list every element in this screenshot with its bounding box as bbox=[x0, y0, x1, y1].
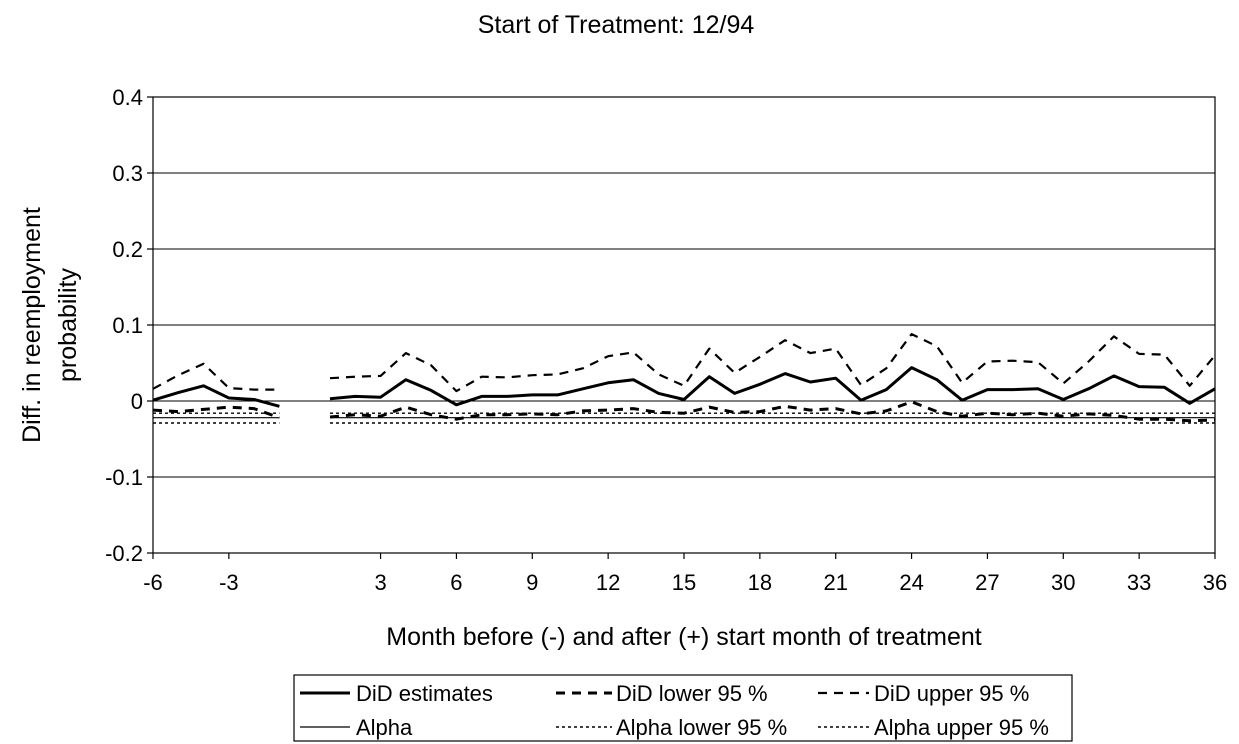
x-tick-label: -6 bbox=[143, 570, 163, 595]
chart-title: Start of Treatment: 12/94 bbox=[478, 11, 755, 39]
y-tick-label: 0.2 bbox=[112, 237, 143, 262]
y-tick-label: -0.2 bbox=[105, 541, 143, 566]
series-line-1 bbox=[152, 400, 1216, 423]
x-tick-label: 3 bbox=[374, 570, 386, 595]
legend-label-2: DiD upper 95 % bbox=[874, 681, 1029, 706]
legend-label-4: Alpha lower 95 % bbox=[616, 715, 787, 740]
series-line-0 bbox=[152, 366, 1216, 408]
y-axis-label-line-1: Diff. in reemployment bbox=[18, 207, 46, 443]
legend-label-3: Alpha bbox=[356, 715, 413, 740]
legend-label-0: DiD estimates bbox=[356, 681, 493, 706]
y-tick-label: 0.3 bbox=[112, 161, 143, 186]
x-tick-label: 18 bbox=[748, 570, 772, 595]
x-tick-label: 33 bbox=[1127, 570, 1151, 595]
legend-label-1: DiD lower 95 % bbox=[616, 681, 768, 706]
x-tick-label: 36 bbox=[1203, 570, 1227, 595]
x-tick-label: 6 bbox=[450, 570, 462, 595]
x-axis: -6 -3 3 6 9 12 15 18 21 24 27 30 33 36 bbox=[143, 553, 1227, 595]
x-tick-label: 21 bbox=[823, 570, 847, 595]
legend-label-5: Alpha upper 95 % bbox=[874, 715, 1049, 740]
y-tick-label: 0.1 bbox=[112, 313, 143, 338]
series-line-2 bbox=[152, 333, 1216, 393]
y-axis: -0.2 -0.1 0 0.1 0.2 0.3 0.4 bbox=[105, 85, 153, 566]
legend-box bbox=[293, 674, 1073, 742]
y-tick-label: 0 bbox=[131, 389, 143, 414]
x-tick-label: 9 bbox=[526, 570, 538, 595]
x-tick-label: 27 bbox=[975, 570, 999, 595]
x-tick-label: -3 bbox=[219, 570, 239, 595]
y-axis-label-line-2: probability bbox=[54, 268, 82, 382]
y-tick-label: 0.4 bbox=[112, 85, 143, 110]
x-axis-label: Month before (-) and after (+) start mon… bbox=[386, 623, 981, 651]
series-layer bbox=[152, 333, 1216, 424]
x-tick-label: 12 bbox=[596, 570, 620, 595]
legend: DiD estimates DiD lower 95 % DiD upper 95 … bbox=[293, 674, 1073, 742]
x-tick-label: 30 bbox=[1051, 570, 1075, 595]
y-axis-label: Diff. in reemployment probability bbox=[18, 207, 82, 443]
x-tick-label: 24 bbox=[899, 570, 923, 595]
gridlines bbox=[153, 172, 1215, 478]
y-tick-label: -0.1 bbox=[105, 465, 143, 490]
x-tick-label: 15 bbox=[672, 570, 696, 595]
